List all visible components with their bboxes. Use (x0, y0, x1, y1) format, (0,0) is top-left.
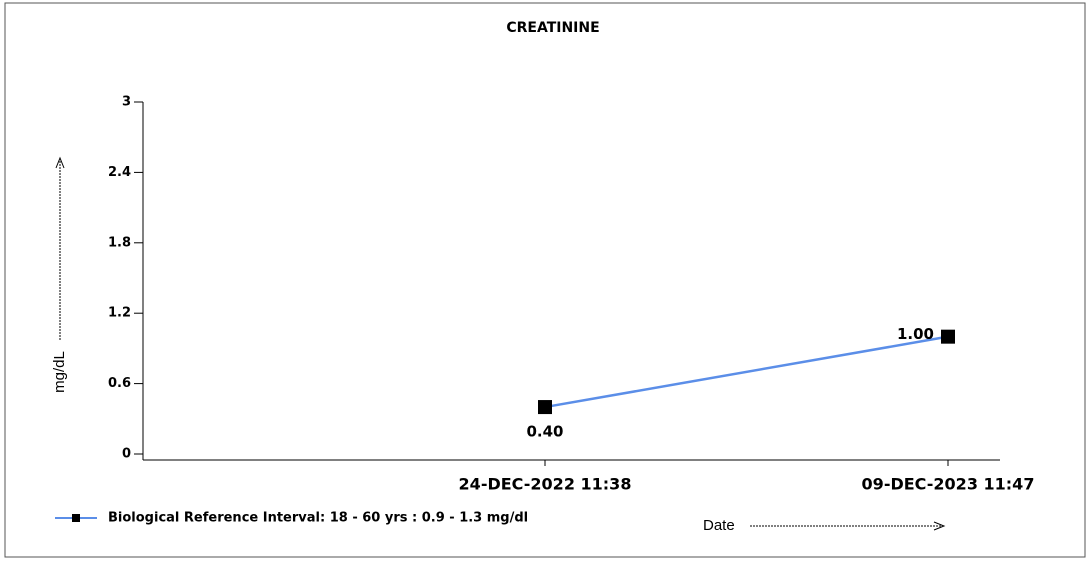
y-arrow (55, 156, 65, 340)
legend: Biological Reference Interval: 18 - 60 y… (55, 511, 528, 526)
data-label: 0.40 (526, 423, 563, 441)
x-arrow (750, 521, 946, 531)
x-tick-label: 09-DEC-2023 11:47 (862, 475, 1035, 494)
data-label: 1.00 (897, 325, 934, 343)
point (941, 329, 955, 344)
y-tick-label: 1.2 (108, 306, 131, 321)
y-tick-label: 0 (122, 447, 131, 462)
legend-marker (72, 514, 80, 522)
x-axis-label: Date (703, 517, 735, 534)
y-tick-label: 2.4 (108, 165, 131, 180)
series-line (544, 335, 949, 409)
x-tick-label: 24-DEC-2022 11:38 (459, 475, 632, 494)
y-axis-label: mg/dL (51, 351, 68, 393)
y-tick-label: 3 (122, 95, 131, 110)
point (538, 400, 552, 415)
legend-label: Biological Reference Interval: 18 - 60 y… (108, 511, 528, 526)
y-tick-label: 0.6 (108, 376, 131, 391)
chart-title: CREATININE (506, 20, 599, 36)
y-tick-label: 1.8 (108, 235, 131, 250)
